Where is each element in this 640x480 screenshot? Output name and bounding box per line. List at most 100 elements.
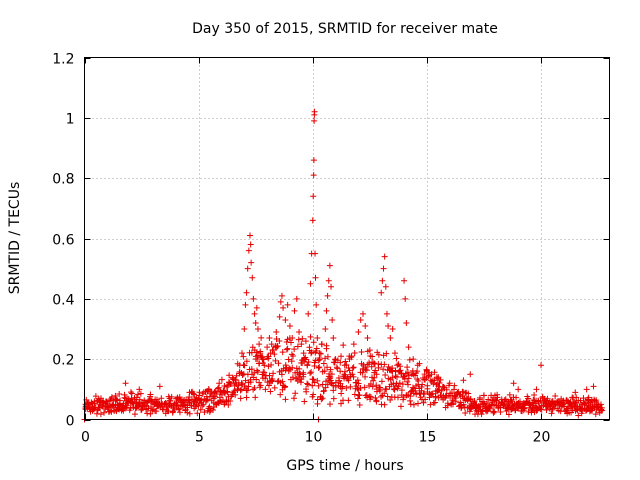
data-point xyxy=(375,364,382,371)
data-point xyxy=(314,377,321,384)
data-point xyxy=(363,367,370,374)
data-point xyxy=(383,386,390,393)
data-point xyxy=(355,329,362,336)
data-point xyxy=(340,342,347,349)
data-point xyxy=(393,355,400,362)
data-point xyxy=(410,356,417,363)
data-point xyxy=(409,384,416,391)
data-point xyxy=(362,373,369,380)
data-point xyxy=(197,406,204,413)
y-tick-labels: 0 0.2 0.4 0.6 0.8 1 1.2 xyxy=(52,52,74,430)
data-point xyxy=(120,407,127,414)
data-point xyxy=(310,193,317,200)
data-point xyxy=(270,370,277,377)
data-point xyxy=(383,350,390,357)
data-point xyxy=(261,362,268,369)
data-point xyxy=(347,383,354,390)
data-point xyxy=(507,398,514,405)
data-point xyxy=(122,380,129,387)
data-point xyxy=(404,378,411,385)
y-axis-label: SRMTID / TECUs xyxy=(7,182,23,295)
data-point xyxy=(272,357,279,364)
x-tick-label: 0 xyxy=(81,430,90,446)
data-point xyxy=(319,381,326,388)
data-point xyxy=(329,316,336,323)
data-point xyxy=(267,388,274,395)
data-point xyxy=(313,301,320,308)
data-point xyxy=(323,342,330,349)
data-point xyxy=(357,384,364,391)
data-point xyxy=(378,289,385,296)
y-tick-label: 0.4 xyxy=(52,293,74,309)
data-point xyxy=(248,366,255,373)
data-point xyxy=(136,396,143,403)
data-point xyxy=(373,371,380,378)
data-point xyxy=(339,397,346,404)
data-point xyxy=(290,352,297,359)
data-point xyxy=(302,354,309,361)
data-point xyxy=(307,370,314,377)
data-point xyxy=(407,389,414,396)
data-point xyxy=(431,377,438,384)
data-point xyxy=(357,316,364,323)
data-point xyxy=(506,391,513,398)
data-point xyxy=(337,359,344,366)
data-point xyxy=(406,356,413,363)
data-point xyxy=(343,384,350,391)
data-point xyxy=(271,384,278,391)
data-point xyxy=(321,368,328,375)
data-point xyxy=(299,335,306,342)
data-point xyxy=(337,368,344,375)
data-point xyxy=(283,346,290,353)
data-point xyxy=(395,383,402,390)
data-point xyxy=(476,404,483,411)
data-point xyxy=(199,402,206,409)
data-point xyxy=(315,364,322,371)
data-point xyxy=(308,350,315,357)
data-point xyxy=(397,367,404,374)
data-point xyxy=(362,366,369,373)
data-point xyxy=(265,353,272,360)
data-point xyxy=(120,400,127,407)
data-point xyxy=(346,367,353,374)
data-point xyxy=(478,411,485,418)
data-point xyxy=(366,347,373,354)
data-point xyxy=(310,339,317,346)
data-point xyxy=(184,409,191,416)
data-points xyxy=(81,108,606,423)
data-point xyxy=(385,363,392,370)
data-point xyxy=(487,405,494,412)
data-point xyxy=(153,408,160,415)
data-point xyxy=(186,398,193,405)
data-point xyxy=(210,407,217,414)
data-point xyxy=(315,357,322,364)
data-point xyxy=(372,367,379,374)
data-point xyxy=(241,326,248,332)
data-point xyxy=(257,382,264,389)
y-tick-label: 1.2 xyxy=(52,52,74,68)
data-point xyxy=(483,400,490,407)
data-point xyxy=(245,247,252,254)
data-point xyxy=(238,386,245,393)
data-point xyxy=(590,383,597,390)
data-point xyxy=(277,391,284,398)
data-point xyxy=(186,389,193,396)
data-point xyxy=(158,395,165,402)
data-point xyxy=(291,395,298,402)
data-point xyxy=(92,393,99,400)
data-point xyxy=(431,369,438,376)
data-point xyxy=(344,375,351,382)
data-point xyxy=(488,401,495,408)
data-point xyxy=(389,374,396,381)
data-point xyxy=(292,390,299,397)
data-point xyxy=(282,316,289,323)
data-point xyxy=(583,386,590,393)
data-point xyxy=(367,393,374,400)
data-point xyxy=(247,241,254,248)
data-point xyxy=(319,395,326,402)
data-point xyxy=(380,366,387,373)
data-point xyxy=(250,295,257,302)
data-point xyxy=(323,307,330,314)
data-point xyxy=(383,310,390,317)
